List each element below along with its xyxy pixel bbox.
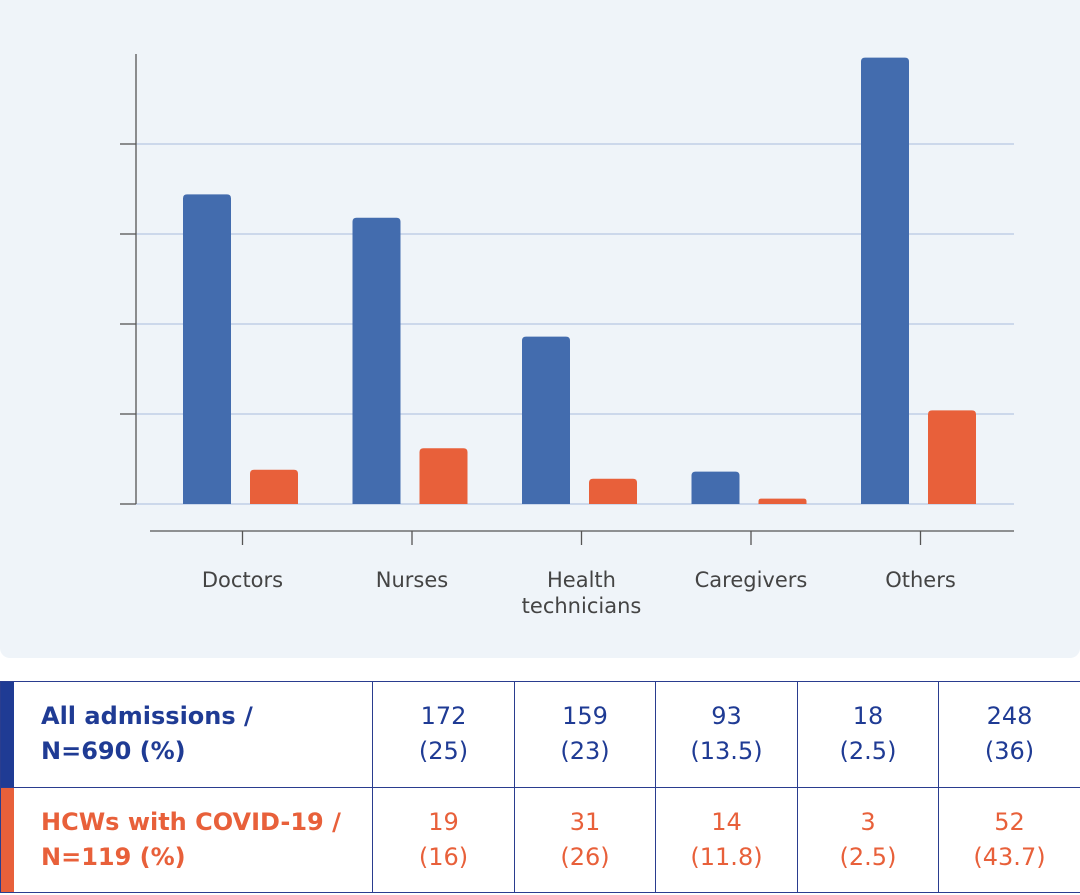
- row-label-line1: HCWs with COVID-19 /: [41, 807, 341, 836]
- row-color-stripe: [1, 787, 14, 892]
- category-label: Nurses: [376, 568, 448, 592]
- cell-percent: (26): [560, 842, 610, 871]
- cell-percent: (36): [984, 737, 1035, 766]
- cell-count: 31: [569, 807, 601, 836]
- category-label-line: Health: [547, 568, 616, 592]
- bar-hcws-covid: [419, 448, 468, 504]
- row-header-all-admissions: All admissions / N=690 (%): [0, 681, 373, 788]
- category-label: Health technicians: [522, 568, 642, 618]
- data-table: All admissions / N=690 (%) 172 (25) 159 (2…: [0, 681, 1080, 893]
- cell-count: 3: [860, 807, 876, 836]
- table-cell: 248 (36): [938, 681, 1080, 788]
- category-label-line: Doctors: [202, 568, 283, 592]
- cell-percent: (2.5): [839, 842, 897, 871]
- table-cell: 52 (43.7): [938, 786, 1080, 893]
- table-cell: 159 (23): [514, 681, 656, 788]
- bar-all-admissions: [861, 57, 909, 504]
- bar-hcws-covid: [928, 410, 976, 504]
- row-label-line2: N=119 (%): [41, 842, 186, 871]
- cell-count: 52: [994, 807, 1025, 836]
- cell-count: 93: [711, 702, 742, 731]
- cell-count: 19: [428, 807, 459, 836]
- table-cell: 31 (26): [514, 786, 656, 893]
- table-cell: 93 (13.5): [655, 681, 798, 788]
- cell-count: 14: [711, 807, 742, 836]
- category-label: Others: [885, 568, 956, 592]
- table-row-hcws-covid: HCWs with COVID-19 / N=119 (%) 19 (16) 31…: [0, 786, 1080, 893]
- bar-hcws-covid: [758, 498, 807, 504]
- category-label-line: Others: [885, 568, 956, 592]
- cell-count: 172: [420, 702, 467, 731]
- chart-panel: Doctors Nurses Health technicians Caregivers…: [0, 0, 1080, 658]
- row-color-stripe: [1, 682, 14, 787]
- category-label: Caregivers: [695, 568, 808, 592]
- table-cell: 18 (2.5): [797, 681, 939, 788]
- table-row-all-admissions: All admissions / N=690 (%) 172 (25) 159 (2…: [0, 681, 1080, 788]
- bar-all-admissions: [691, 471, 740, 504]
- cell-percent: (23): [560, 737, 610, 766]
- cell-count: 18: [852, 702, 884, 731]
- category-label-line: technicians: [522, 594, 642, 618]
- cell-percent: (25): [418, 737, 469, 766]
- cell-percent: (16): [418, 842, 469, 871]
- bar-hcws-covid: [250, 469, 298, 504]
- bar-all-admissions: [183, 194, 231, 504]
- bar-all-admissions: [352, 217, 401, 505]
- table-cell: 14 (11.8): [655, 786, 798, 893]
- cell-count: 159: [562, 702, 608, 731]
- category-label: Doctors: [202, 568, 283, 592]
- table-cell: 19 (16): [372, 786, 515, 893]
- bar-hcws-covid: [589, 478, 637, 504]
- table-cell: 3 (2.5): [797, 786, 939, 893]
- row-header-hcws-covid: HCWs with COVID-19 / N=119 (%): [0, 786, 373, 893]
- row-label-line2: N=690 (%): [41, 737, 186, 766]
- cell-percent: (2.5): [839, 737, 897, 766]
- category-label-line: Caregivers: [695, 568, 808, 592]
- bar-chart: Doctors Nurses Health technicians Caregivers…: [120, 54, 1014, 618]
- category-labels: Doctors Nurses Health technicians Caregivers…: [202, 568, 956, 618]
- cell-count: 248: [986, 702, 1033, 731]
- cell-percent: (11.8): [690, 842, 763, 871]
- axes: [120, 54, 1014, 545]
- row-label-line1: All admissions /: [41, 702, 253, 731]
- bar-all-admissions: [522, 336, 570, 504]
- table-cell: 172 (25): [372, 681, 515, 788]
- bars: [183, 57, 976, 505]
- cell-percent: (43.7): [973, 842, 1046, 871]
- cell-percent: (13.5): [690, 737, 763, 766]
- category-label-line: Nurses: [376, 568, 448, 592]
